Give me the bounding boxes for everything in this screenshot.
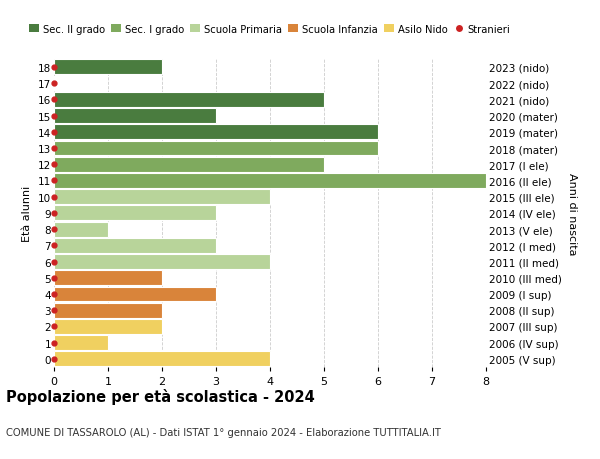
Bar bbox=[54, 303, 162, 318]
Bar bbox=[54, 319, 162, 334]
Bar bbox=[54, 60, 162, 75]
Legend: Sec. II grado, Sec. I grado, Scuola Primaria, Scuola Infanzia, Asilo Nido, Stran: Sec. II grado, Sec. I grado, Scuola Prim… bbox=[29, 25, 511, 35]
Bar bbox=[54, 174, 486, 189]
Text: Popolazione per età scolastica - 2024: Popolazione per età scolastica - 2024 bbox=[6, 388, 315, 404]
Bar bbox=[54, 238, 216, 253]
Text: COMUNE DI TASSAROLO (AL) - Dati ISTAT 1° gennaio 2024 - Elaborazione TUTTITALIA.: COMUNE DI TASSAROLO (AL) - Dati ISTAT 1°… bbox=[6, 427, 441, 437]
Bar bbox=[54, 93, 324, 107]
Bar bbox=[54, 125, 378, 140]
Y-axis label: Età alunni: Età alunni bbox=[22, 185, 32, 241]
Bar bbox=[54, 206, 216, 221]
Bar bbox=[54, 352, 270, 367]
Bar bbox=[54, 190, 270, 205]
Bar bbox=[54, 255, 270, 269]
Bar bbox=[54, 222, 108, 237]
Y-axis label: Anni di nascita: Anni di nascita bbox=[567, 172, 577, 255]
Bar bbox=[54, 157, 324, 172]
Bar bbox=[54, 336, 108, 350]
Bar bbox=[54, 287, 216, 302]
Bar bbox=[54, 271, 162, 285]
Bar bbox=[54, 141, 378, 156]
Bar bbox=[54, 109, 216, 124]
